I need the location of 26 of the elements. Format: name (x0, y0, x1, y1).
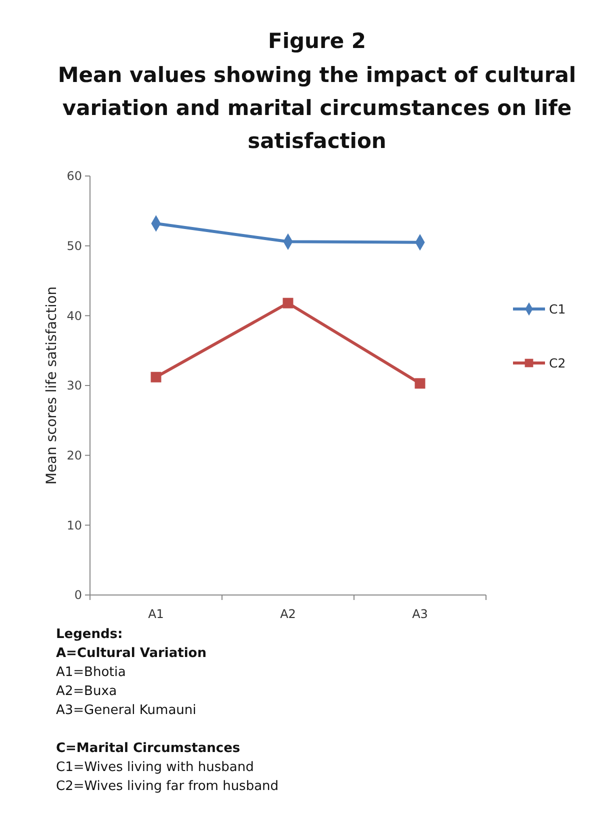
y-tick-label: 20 (66, 448, 82, 463)
legend-label: C1 (549, 301, 566, 316)
point (282, 298, 294, 308)
x-tick-label: A3 (412, 607, 428, 621)
y-tick-label: 10 (66, 518, 82, 532)
y-axis-title: Mean scores life satisfaction (44, 286, 60, 485)
y-tick-label: 30 (66, 378, 82, 393)
point (150, 372, 162, 382)
x-tick-label: A2 (280, 607, 296, 621)
text: A3=General Kumauni (56, 703, 196, 718)
y-tick-label: 0 (74, 588, 82, 602)
legend-label: C2 (549, 355, 566, 370)
text: C2=Wives living far from husband (56, 779, 279, 794)
chart-title: Figure 2 (268, 29, 366, 53)
chart-subtitle: Mean values showing the impact of cultural variation and marital circumstances on life satisfaction (58, 63, 576, 153)
text: A=Cultural Variation (56, 646, 206, 661)
y-tick-label: 60 (66, 169, 82, 184)
text: C1=Wives living with husband (56, 760, 254, 775)
y-tick-label: 40 (66, 308, 82, 323)
text: C=Marital Circumstances (56, 741, 240, 756)
text: A1=Bhotia (56, 665, 126, 680)
text: A2=Buxa (56, 684, 117, 699)
point (414, 378, 426, 389)
text: Legends: (56, 627, 123, 642)
x-tick-label: A1 (148, 607, 164, 621)
y-tick-label: 50 (66, 239, 82, 254)
